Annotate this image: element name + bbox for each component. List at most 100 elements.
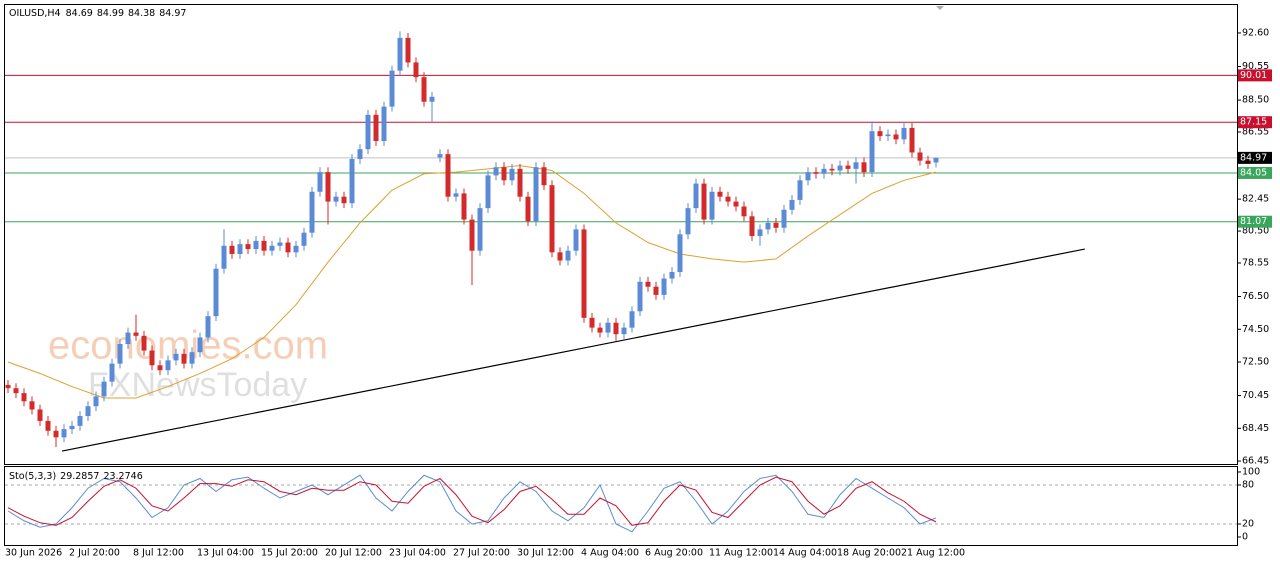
candle-body xyxy=(61,429,67,438)
x-tick-label: 13 Jul 04:00 xyxy=(197,548,254,559)
price-panel xyxy=(4,4,1238,465)
candle-body xyxy=(613,322,619,335)
candle-body xyxy=(181,353,187,364)
candle-body xyxy=(645,281,651,287)
candle-body xyxy=(277,242,283,246)
candle-body xyxy=(325,172,331,202)
candle-body xyxy=(901,127,907,140)
level-label-box xyxy=(1238,166,1272,179)
candle-body xyxy=(453,193,459,197)
candle-body xyxy=(637,281,643,312)
shift-marker xyxy=(936,6,944,10)
y-tick-label: 74.50 xyxy=(1242,324,1269,335)
ohlc-open: 84.69 xyxy=(66,8,93,19)
symbol: OILUSD,H4 xyxy=(9,8,61,19)
x-tick-label: 20 Jul 12:00 xyxy=(325,548,382,559)
candle-body xyxy=(557,252,563,261)
candle-body xyxy=(341,196,347,204)
candle-body xyxy=(293,245,299,253)
x-tick-label: 2 Jul 20:00 xyxy=(69,548,120,559)
candle-body xyxy=(709,191,715,220)
candle-body xyxy=(733,201,739,207)
candle-body xyxy=(37,409,43,421)
price-header: OILUSD,H4 84.69 84.99 84.38 84.97 xyxy=(9,8,186,19)
ohlc-high: 84.99 xyxy=(97,8,124,19)
candle-body xyxy=(421,77,427,102)
candle-body xyxy=(573,229,579,251)
x-tick-label: 4 Aug 04:00 xyxy=(581,548,639,559)
x-tick-label: 21 Aug 12:00 xyxy=(901,548,965,559)
candle-body xyxy=(877,131,883,137)
candle-body xyxy=(309,191,315,233)
candle-body xyxy=(693,183,699,209)
y-tick-label: 76.50 xyxy=(1242,291,1269,302)
candle-body xyxy=(381,106,387,142)
candle-body xyxy=(53,430,59,438)
candle-body xyxy=(429,96,435,102)
y-tick-label: 20 xyxy=(1242,518,1254,529)
candle-body xyxy=(837,165,843,171)
candle-body xyxy=(85,406,91,417)
candle-body xyxy=(749,216,755,236)
candle-body xyxy=(197,337,203,353)
candle-body xyxy=(853,162,859,169)
candle-body xyxy=(589,317,595,328)
candle-body xyxy=(893,134,899,140)
stoch-main: 29.2857 xyxy=(60,471,99,482)
candle-body xyxy=(653,286,659,295)
candle-body xyxy=(597,327,603,333)
candle-body xyxy=(413,62,419,78)
candle-body xyxy=(805,172,811,181)
moving-average xyxy=(7,165,937,399)
candle-body xyxy=(301,232,307,246)
candle-body xyxy=(157,365,163,371)
stoch-line xyxy=(7,476,937,526)
candle-body xyxy=(5,384,11,389)
candle-body xyxy=(581,229,587,318)
candle-body xyxy=(917,152,923,161)
candle-body xyxy=(69,425,75,430)
x-tick-label: 6 Aug 20:00 xyxy=(645,548,703,559)
y-tick-label: 66.45 xyxy=(1242,456,1269,467)
y-tick-label: 68.45 xyxy=(1242,423,1269,434)
candle-body xyxy=(253,240,259,250)
candle-body xyxy=(725,196,731,202)
watermark-group: economies.com FXNewsToday xyxy=(48,324,328,404)
y-tick-label: 0 xyxy=(1242,532,1248,543)
candle-body xyxy=(501,167,507,181)
candle-body xyxy=(77,416,83,426)
candle-body xyxy=(741,206,747,217)
candle-body xyxy=(333,196,339,202)
current-price-box xyxy=(1238,151,1272,164)
candle-body xyxy=(261,240,267,251)
level-label-box xyxy=(1238,215,1272,228)
x-tick-label: 8 Jul 12:00 xyxy=(133,548,184,559)
stoch-line xyxy=(7,474,937,533)
candle-body xyxy=(141,335,147,351)
y-tick-label: 80.50 xyxy=(1242,226,1269,237)
candle-body xyxy=(797,180,803,200)
stoch-header: Sto(5,3,3) 29.2857 23.2746 xyxy=(9,471,143,482)
candle-body xyxy=(661,278,667,295)
x-tick-label: 27 Jul 20:00 xyxy=(453,548,510,559)
y-tick-label: 86.55 xyxy=(1242,127,1269,138)
candle-body xyxy=(213,268,219,317)
level-label: 84.05 xyxy=(1240,167,1267,178)
candle-body xyxy=(405,37,411,63)
level-label: 90.01 xyxy=(1240,70,1267,81)
candle-body xyxy=(45,420,51,431)
y-tick-label: 82.45 xyxy=(1242,194,1269,205)
candle-body xyxy=(205,316,211,338)
candle-body xyxy=(517,168,523,197)
level-label: 81.07 xyxy=(1240,216,1267,227)
candle-body xyxy=(845,165,851,169)
candle-body xyxy=(549,185,555,253)
candle-body xyxy=(349,159,355,204)
candle-body xyxy=(629,311,635,328)
ohlc-low: 84.38 xyxy=(128,8,155,19)
candle-body xyxy=(133,332,139,336)
candle-body xyxy=(165,360,171,371)
candle-body xyxy=(21,393,27,402)
